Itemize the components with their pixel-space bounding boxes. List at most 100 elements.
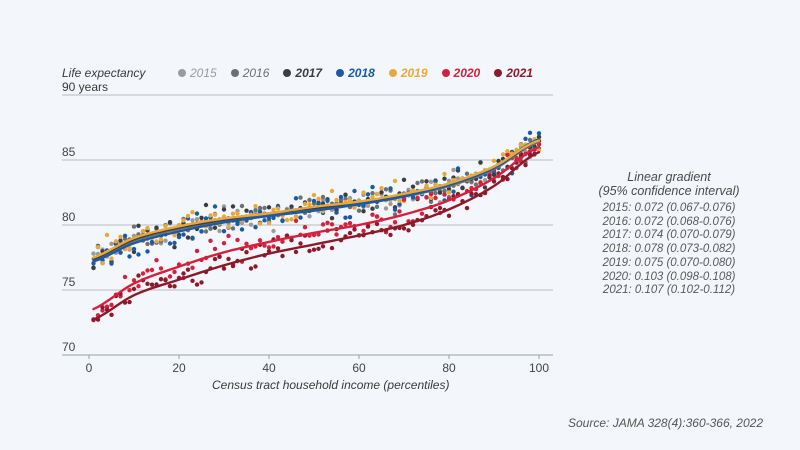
point-2016	[230, 226, 236, 231]
legend-dot-icon	[336, 69, 345, 77]
x-tick-label: 0	[86, 361, 93, 375]
point-2021	[469, 191, 474, 196]
legend-label: 2017	[295, 66, 323, 80]
point-2017	[536, 134, 542, 140]
point-2020	[109, 302, 114, 308]
point-2018	[127, 254, 132, 259]
point-2018	[298, 215, 303, 220]
point-2020	[374, 214, 380, 219]
point-2016	[320, 194, 326, 200]
point-2018	[118, 250, 123, 255]
point-2018	[172, 240, 177, 246]
point-2021	[149, 282, 155, 287]
point-2019	[185, 213, 191, 219]
point-2017	[167, 220, 173, 225]
point-2020	[194, 248, 200, 254]
point-2021	[406, 228, 411, 233]
scatter-points	[91, 130, 542, 323]
point-2019	[500, 152, 506, 157]
point-2015	[217, 228, 222, 234]
point-2019	[518, 142, 524, 147]
point-2019	[275, 206, 281, 211]
point-2021	[145, 281, 150, 286]
point-2019	[329, 188, 335, 194]
point-2017	[91, 265, 96, 270]
point-2019	[392, 178, 398, 184]
point-2016	[239, 203, 245, 209]
point-2016	[527, 137, 533, 143]
point-2017	[437, 190, 443, 195]
point-2015	[428, 179, 434, 184]
point-2021	[181, 271, 186, 276]
y-tick-label: 70	[62, 340, 76, 354]
point-2017	[446, 186, 452, 192]
point-2018	[325, 198, 330, 203]
point-2020	[140, 271, 146, 276]
point-2020	[262, 243, 267, 248]
point-2018	[338, 194, 344, 200]
point-2020	[343, 222, 348, 227]
point-2019	[302, 201, 308, 207]
point-2018	[451, 189, 456, 194]
point-2017	[478, 160, 483, 165]
x-tick-label: 20	[172, 361, 186, 375]
point-2019	[226, 224, 231, 230]
x-tick-label: 100	[529, 361, 549, 375]
point-2021	[275, 246, 281, 251]
point-2019	[491, 158, 497, 163]
point-2019	[212, 212, 218, 217]
point-2020	[442, 192, 447, 197]
point-2017	[154, 225, 159, 230]
point-2015	[190, 218, 195, 223]
point-2019	[289, 217, 294, 222]
point-2017	[118, 238, 123, 243]
point-2018	[280, 218, 285, 224]
point-2021	[293, 249, 299, 255]
point-2021	[320, 244, 326, 249]
point-2020	[302, 225, 308, 230]
point-2020	[293, 218, 299, 223]
y-tick-label: 75	[62, 275, 76, 289]
trend-line-2021	[92, 151, 541, 321]
point-2020	[167, 274, 173, 279]
point-2017	[361, 209, 366, 214]
point-2021	[163, 278, 168, 283]
point-2020	[347, 221, 353, 226]
point-2021	[131, 286, 137, 292]
point-2016	[298, 195, 303, 200]
gradient-row-2021: 2021: 0.107 (0.102-0.112)	[602, 284, 736, 297]
point-2018	[221, 229, 227, 234]
point-2019	[208, 213, 213, 218]
gradient-row-2017: 2017: 0.074 (0.070-0.079)	[602, 229, 736, 242]
point-2015	[451, 167, 456, 173]
point-2019	[118, 234, 123, 239]
point-2018	[122, 233, 128, 238]
point-2015	[248, 222, 254, 227]
point-2021	[352, 227, 357, 232]
point-2017	[410, 184, 416, 189]
point-2020	[127, 288, 132, 293]
gradient-title-line2: (95% confidence interval)	[598, 184, 740, 198]
point-2020	[433, 195, 438, 201]
point-2016	[203, 229, 209, 234]
point-2017	[136, 223, 141, 228]
legend-dot-icon	[283, 69, 292, 77]
y-tick-label: 80	[62, 210, 76, 224]
point-2018	[392, 207, 398, 212]
point-2019	[127, 245, 132, 251]
point-2018	[136, 252, 141, 257]
point-2021	[329, 245, 335, 251]
x-tick-label: 80	[442, 361, 456, 375]
gradient-row-2016: 2016: 0.072 (0.068-0.076)	[602, 215, 736, 228]
point-2020	[397, 209, 402, 214]
point-2019	[158, 237, 164, 242]
trend-line-2016	[92, 140, 541, 262]
point-2021	[221, 266, 227, 271]
point-2018	[293, 196, 299, 201]
point-2017	[199, 215, 204, 220]
point-2018	[455, 166, 461, 171]
point-2018	[271, 215, 276, 221]
point-2021	[244, 250, 249, 255]
point-2021	[212, 256, 218, 262]
point-2021	[365, 224, 371, 229]
